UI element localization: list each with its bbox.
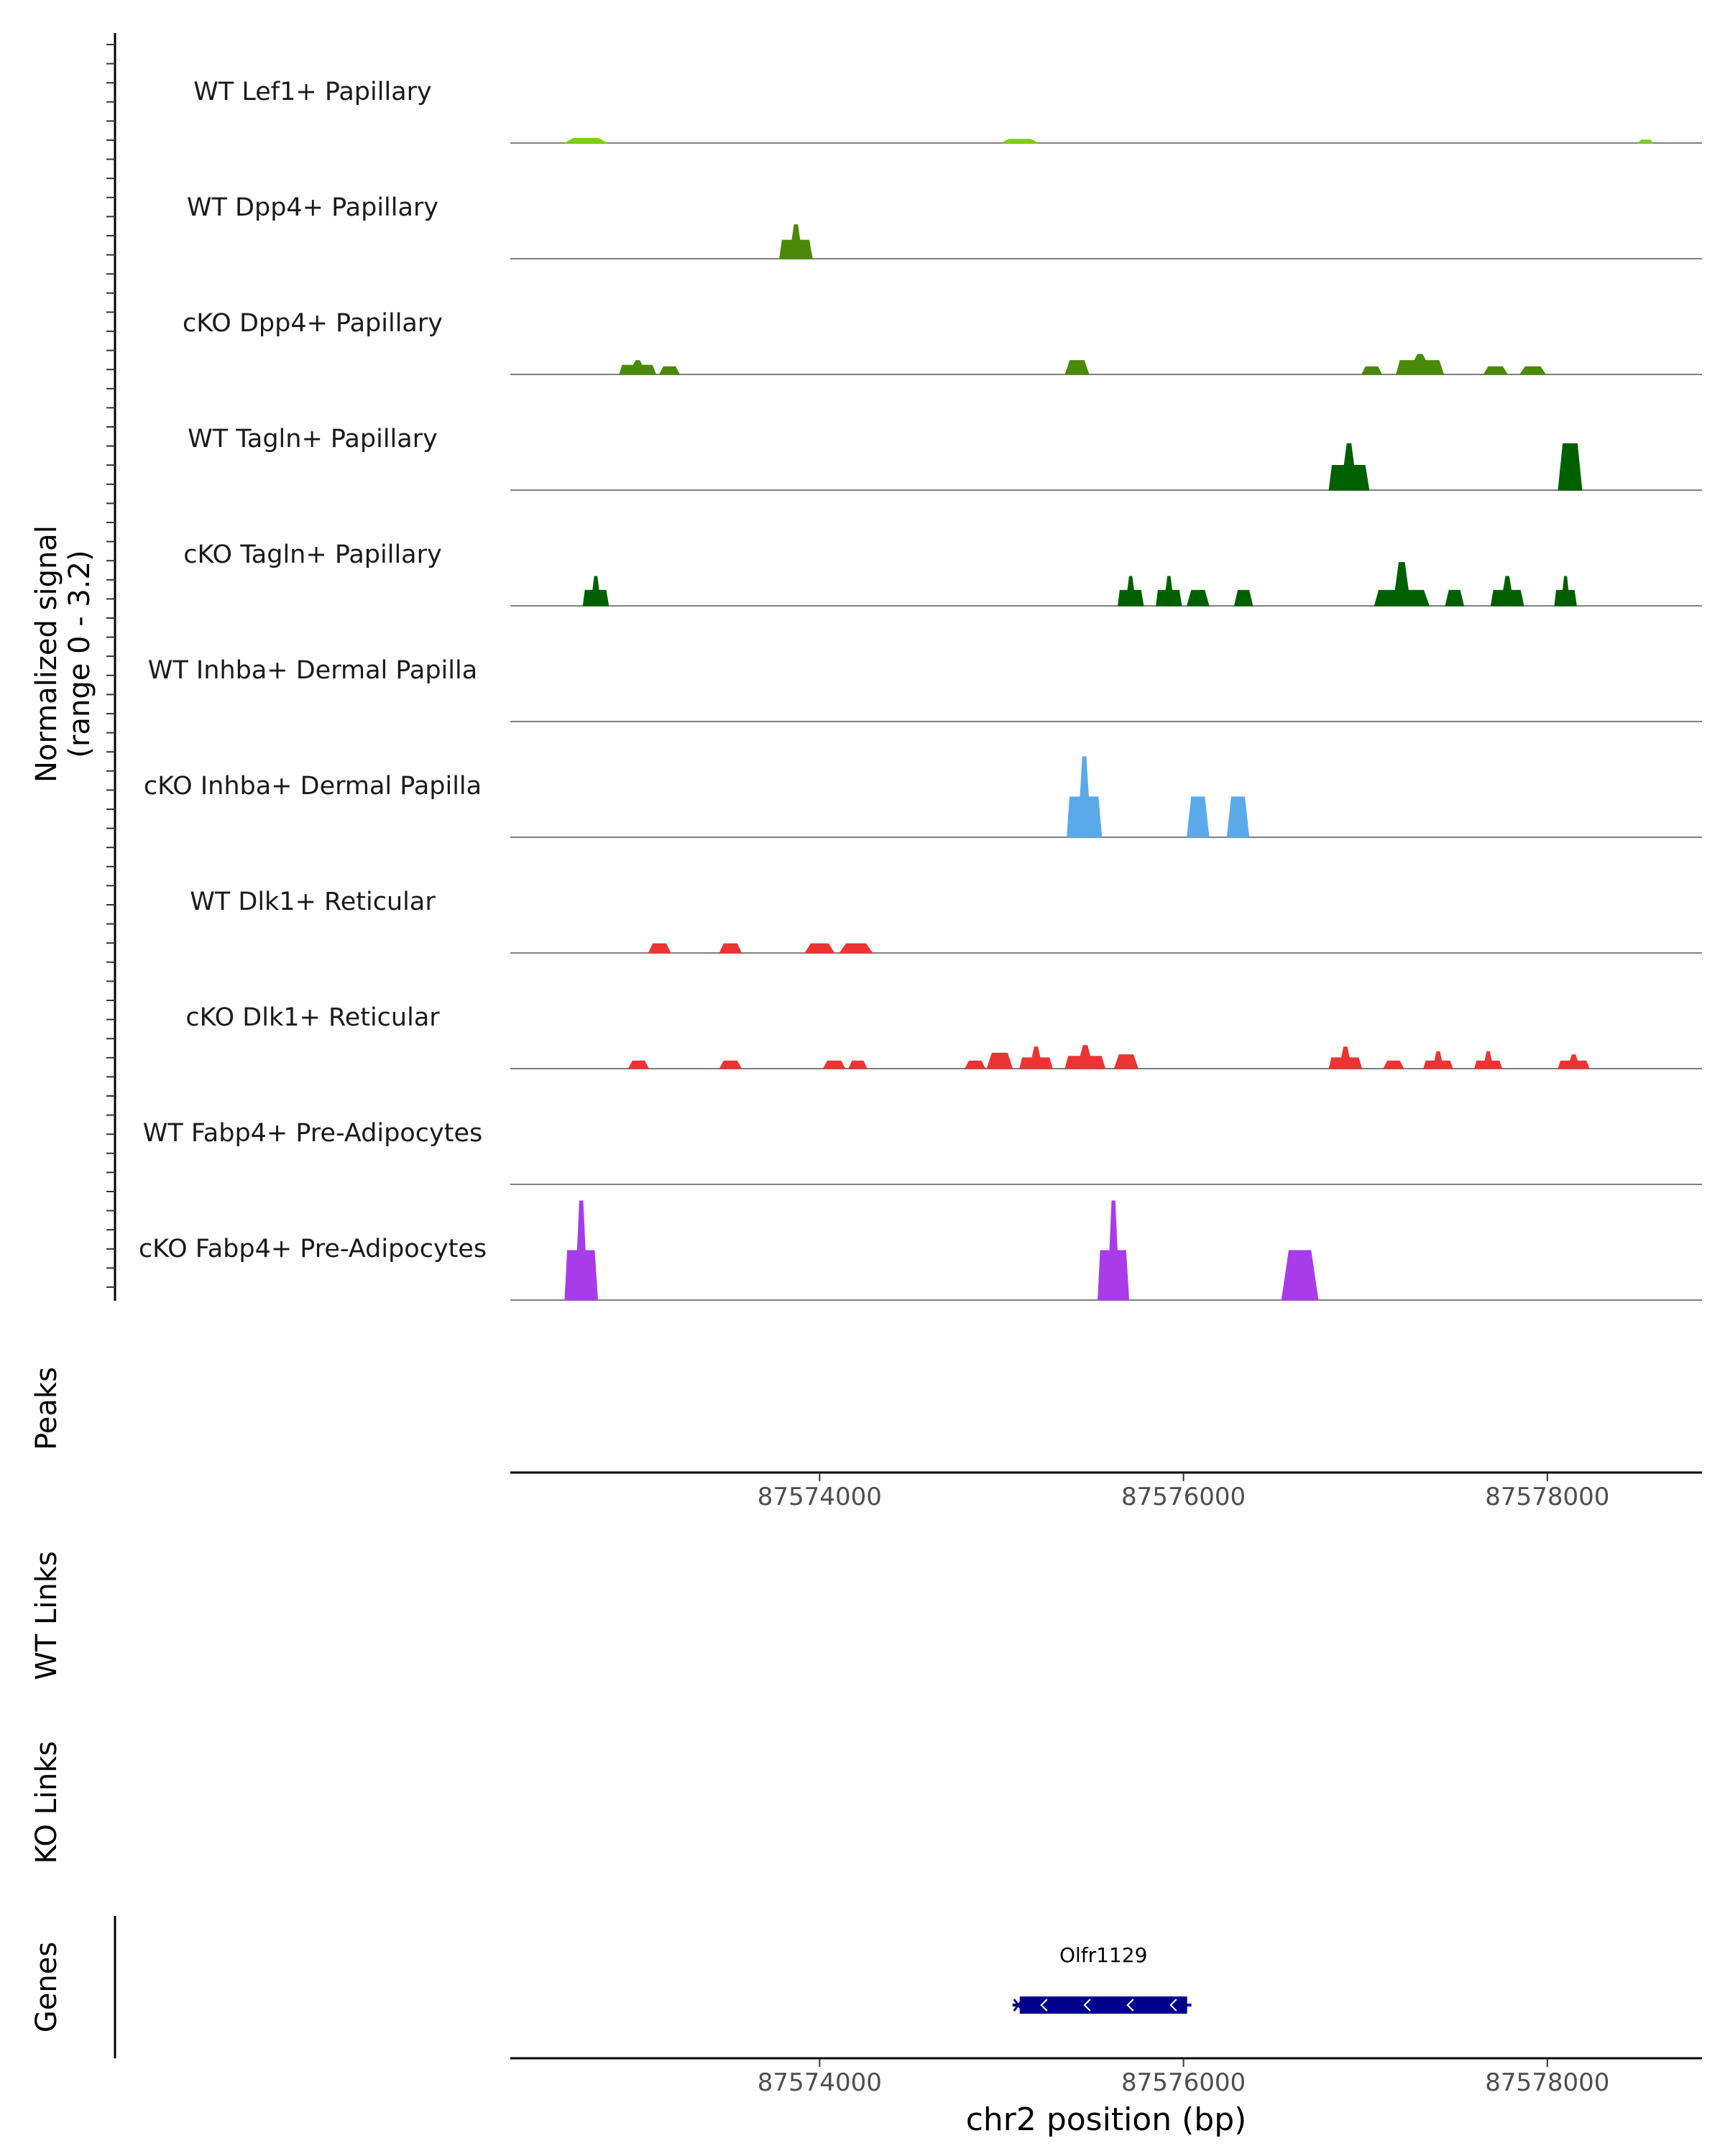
track-wt-tagln-papillary: WT Tagln+ Papillary	[188, 425, 1702, 491]
signal-peak	[1064, 1045, 1106, 1069]
x-tick-label: 87574000	[758, 1483, 882, 1511]
ko-links-label: KO Links	[30, 1741, 63, 1864]
signal-peak	[1473, 1051, 1503, 1069]
track-label: WT Dlk1+ Reticular	[190, 888, 436, 916]
gene-strand-arrow	[1169, 1999, 1177, 2012]
signal-peak	[563, 138, 609, 144]
track-label: WT Tagln+ Papillary	[188, 425, 438, 453]
signal-peak	[1067, 756, 1103, 838]
x-tick-label: 87576000	[1121, 2068, 1246, 2097]
signal-peak	[848, 1060, 868, 1069]
signal-peak	[1374, 562, 1430, 607]
track-wt-fabp4-pre-adipocytes: WT Fabp4+ Pre-Adipocytes	[143, 1119, 1702, 1185]
genes-track-label: Genes	[30, 1942, 63, 2032]
y-axis-range-label: (range 0 - 3.2)	[63, 550, 96, 757]
signal-peak	[1396, 354, 1445, 375]
signal-peak	[1156, 576, 1182, 607]
signal-peak	[1558, 1054, 1590, 1069]
gene-olfr1129: Olfr1129	[1012, 1943, 1192, 2014]
gene-strand-arrow	[1040, 1999, 1048, 2012]
track-label: cKO Inhba+ Dermal Papilla	[144, 772, 482, 801]
signal-peak	[1281, 1250, 1319, 1301]
signal-peak	[1113, 1054, 1138, 1069]
track-label: WT Inhba+ Dermal Papilla	[148, 656, 477, 685]
track-label: WT Dpp4+ Papillary	[187, 193, 438, 222]
signal-peak	[648, 943, 671, 954]
signal-peak	[1483, 366, 1509, 375]
signal-peak	[1226, 796, 1250, 838]
signal-peak	[1187, 796, 1210, 838]
signal-peak	[582, 576, 610, 607]
signal-peak	[1098, 1200, 1130, 1301]
signal-peak	[1383, 1060, 1404, 1069]
gene-strand-arrow	[1083, 1999, 1091, 2012]
track-label: WT Fabp4+ Pre-Adipocytes	[143, 1119, 482, 1148]
x-tick-label: 87578000	[1485, 1483, 1609, 1511]
signal-peak	[1637, 139, 1654, 144]
x-axis-top: 87574000 87576000 87578000	[758, 1473, 1609, 1511]
signal-peak	[1423, 1051, 1453, 1069]
x-axis-label: chr2 position (bp)	[966, 2101, 1247, 2138]
gene-strand-arrow	[1126, 1999, 1134, 2012]
signal-peak	[1558, 443, 1583, 491]
gene-label: Olfr1129	[1059, 1943, 1147, 1967]
signal-peak	[1019, 1046, 1053, 1069]
y-axis-label: Normalized signal	[30, 525, 63, 783]
signal-peak	[1554, 576, 1577, 607]
signal-peak	[619, 360, 657, 375]
signal-peak	[1490, 576, 1524, 607]
track-cko-dlk1-reticular: cKO Dlk1+ Reticular	[185, 1003, 1702, 1069]
signal-peak	[804, 943, 835, 954]
signal-peak	[658, 366, 681, 375]
track-label: cKO Dlk1+ Reticular	[185, 1003, 440, 1032]
signal-peak	[1186, 589, 1210, 607]
signal-peak	[986, 1052, 1013, 1069]
x-tick-label: 87578000	[1485, 2068, 1609, 2097]
signal-peak	[1445, 589, 1465, 607]
gene-annotations: Olfr1129	[1012, 1943, 1192, 2014]
track-wt-dpp4-papillary: WT Dpp4+ Papillary	[187, 193, 1702, 259]
signal-peak	[719, 1060, 742, 1069]
signal-peak	[1233, 589, 1254, 607]
track-wt-inhba-dermal-papilla: WT Inhba+ Dermal Papilla	[148, 656, 1702, 722]
gene-end-marker	[1013, 1999, 1024, 2012]
signal-peak	[779, 224, 813, 259]
track-cko-fabp4-pre-adipocytes: cKO Fabp4+ Pre-Adipocytes	[139, 1200, 1702, 1301]
coverage-y-ticks	[106, 44, 115, 1288]
track-label: cKO Tagln+ Papillary	[183, 540, 442, 569]
track-cko-inhba-dermal-papilla: cKO Inhba+ Dermal Papilla	[144, 756, 1702, 838]
signal-peak	[1328, 1046, 1363, 1069]
coverage-tracks: WT Lef1+ Papillary WT Dpp4+ Papillary cKO …	[139, 78, 1702, 1301]
wt-links-label: WT Links	[30, 1551, 63, 1680]
track-wt-dlk1-reticular: WT Dlk1+ Reticular	[190, 888, 1702, 954]
track-label: WT Lef1+ Papillary	[193, 78, 432, 106]
track-label: cKO Fabp4+ Pre-Adipocytes	[139, 1235, 487, 1263]
track-label: cKO Dpp4+ Papillary	[183, 309, 443, 338]
track-cko-dpp4-papillary: cKO Dpp4+ Papillary	[183, 309, 1702, 375]
signal-peak	[1519, 366, 1547, 375]
peaks-track-label: Peaks	[30, 1367, 63, 1450]
signal-peak	[564, 1200, 599, 1301]
x-tick-label: 87574000	[758, 2068, 882, 2097]
signal-peak	[964, 1060, 986, 1069]
track-wt-lef1-papillary: WT Lef1+ Papillary	[193, 78, 1702, 144]
x-axis-bottom: 87574000 87576000 87578000	[758, 2058, 1609, 2097]
signal-peak	[1117, 576, 1144, 607]
signal-peak	[1001, 139, 1039, 144]
track-cko-tagln-papillary: cKO Tagln+ Papillary	[183, 540, 1702, 607]
signal-peak	[839, 943, 873, 954]
signal-peak	[627, 1060, 650, 1069]
signal-peak	[1328, 443, 1370, 491]
signal-peak	[822, 1060, 846, 1069]
x-tick-label: 87576000	[1121, 1483, 1246, 1511]
signal-peak	[1361, 366, 1383, 375]
signal-peak	[719, 943, 742, 954]
signal-peak	[1064, 360, 1090, 375]
